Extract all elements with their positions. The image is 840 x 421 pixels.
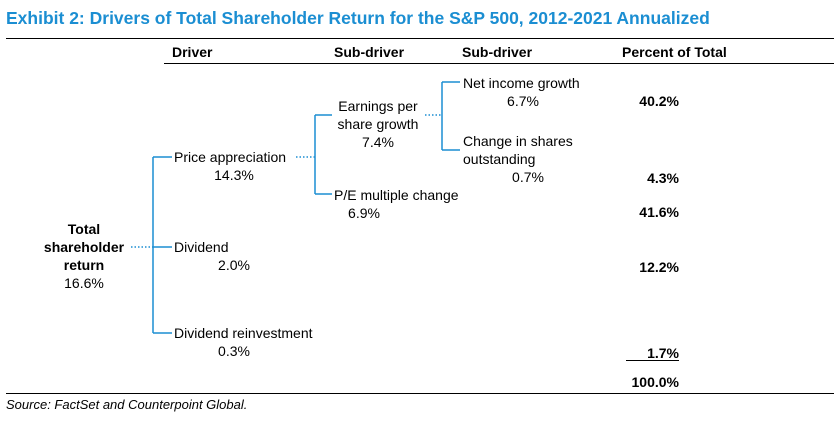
- percent-shares: 4.3%: [647, 170, 679, 186]
- percent-reinvest: 1.7%: [647, 345, 679, 361]
- percent-net-income: 40.2%: [639, 93, 679, 109]
- bottom-rule: [6, 393, 834, 394]
- root-value: 16.6%: [64, 275, 104, 291]
- root-label-line2: shareholder: [43, 239, 125, 255]
- header-sub-driver-2: Sub-driver: [462, 44, 533, 60]
- sum-underline: [626, 360, 679, 361]
- percent-pe: 41.6%: [639, 204, 679, 220]
- sub1-eps-line1: Earnings per: [338, 98, 418, 114]
- percent-total: 100.0%: [631, 374, 679, 390]
- header-rule: [164, 63, 834, 64]
- header-driver: Driver: [172, 44, 213, 60]
- sub2-shares-line2: outstanding: [463, 151, 536, 167]
- percent-dividend: 12.2%: [639, 259, 679, 275]
- driver-reinvest-label: Dividend reinvestment: [174, 325, 313, 341]
- sub1-pe-label: P/E multiple change: [334, 187, 459, 203]
- root-label-line1: Total: [67, 221, 101, 237]
- sub2-net-income-label: Net income growth: [463, 75, 580, 91]
- driver-reinvest-value: 0.3%: [218, 343, 250, 359]
- sub1-eps-value: 7.4%: [362, 134, 394, 150]
- driver-price-label: Price appreciation: [174, 149, 287, 165]
- sub1-pe-value: 6.9%: [348, 205, 380, 221]
- sub2-shares-line1: Change in shares: [463, 133, 573, 149]
- driver-price-value: 14.3%: [214, 167, 254, 183]
- sub2-net-income-value: 6.7%: [507, 93, 539, 109]
- root-label-line3: return: [63, 257, 105, 273]
- header-percent-of-total: Percent of Total: [622, 44, 727, 60]
- sub2-shares-value: 0.7%: [512, 169, 544, 185]
- exhibit-title: Exhibit 2: Drivers of Total Shareholder …: [6, 8, 710, 28]
- driver-dividend-value: 2.0%: [218, 257, 250, 273]
- sub1-eps-line2: share growth: [337, 116, 419, 132]
- header-sub-driver-1: Sub-driver: [334, 44, 405, 60]
- source-note: Source: FactSet and Counterpoint Global.: [6, 397, 248, 412]
- driver-dividend-label: Dividend: [174, 239, 229, 255]
- top-rule: [6, 38, 834, 39]
